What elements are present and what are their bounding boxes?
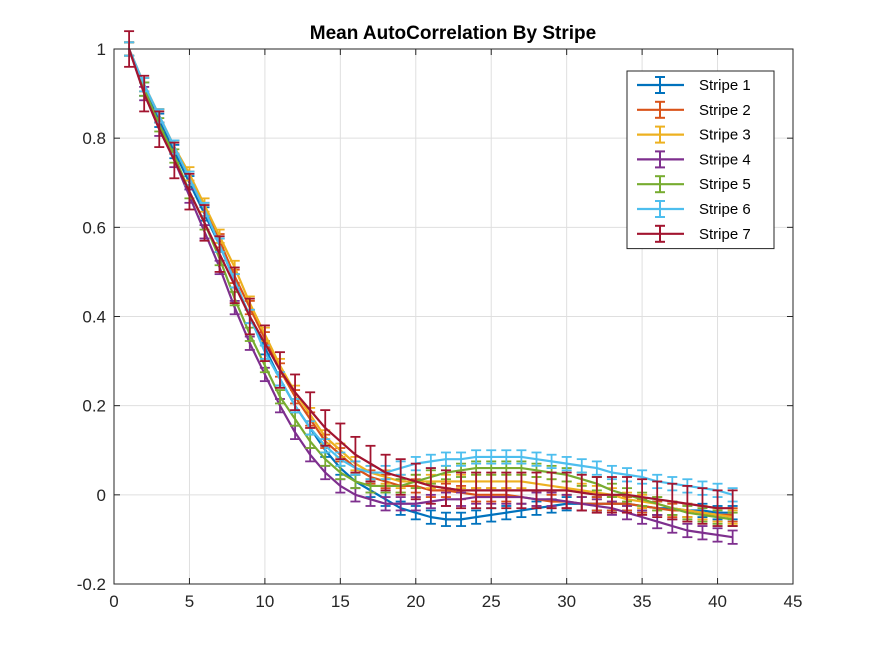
x-tick-label: 30 [557,592,576,611]
x-tick-label: 5 [185,592,194,611]
x-tick-label: 15 [331,592,350,611]
y-tick-label: 1 [97,40,106,59]
axes: 0 5 10 15 20 25 30 35 40 45-0.200.20.40.60.81 [77,40,803,611]
x-tick-label: 35 [633,592,652,611]
legend-item: Stripe 6 [637,200,751,218]
x-tick-label: 0 [109,592,118,611]
legend-item: Stripe 3 [637,125,751,144]
legend-item: Stripe 1 [637,76,751,94]
series-layer [124,30,738,545]
y-tick-label: 0 [97,486,106,505]
x-tick-label: 40 [708,592,727,611]
x-tick-label: 10 [255,592,274,611]
legend-label: Stripe 1 [699,77,751,94]
x-tick-label: 25 [482,592,501,611]
chart-title: Mean AutoCorrelation By Stripe [310,23,596,44]
y-tick-label: 0.6 [82,218,106,237]
y-tick-label: 0.4 [82,308,106,327]
legend-item: Stripe 4 [637,150,751,169]
legend-label: Stripe 3 [699,127,751,144]
legend-item: Stripe 5 [637,175,751,194]
x-tick-label: 45 [784,592,803,611]
series-7 [124,30,738,527]
legend-label: Stripe 6 [699,201,751,218]
legend-item: Stripe 2 [637,100,751,119]
legend-item: Stripe 7 [637,224,751,243]
x-tick-label: 20 [406,592,425,611]
legend: Stripe 1 Stripe 2 Stripe 3 Stripe 4 Stripe 5… [626,70,775,250]
y-tick-label: 0.2 [82,397,106,416]
y-tick-label: -0.2 [77,575,106,594]
legend-label: Stripe 5 [699,176,751,193]
legend-label: Stripe 4 [699,151,751,168]
legend-label: Stripe 2 [699,102,751,119]
legend-label: Stripe 7 [699,226,751,243]
y-tick-label: 0.8 [82,129,106,148]
